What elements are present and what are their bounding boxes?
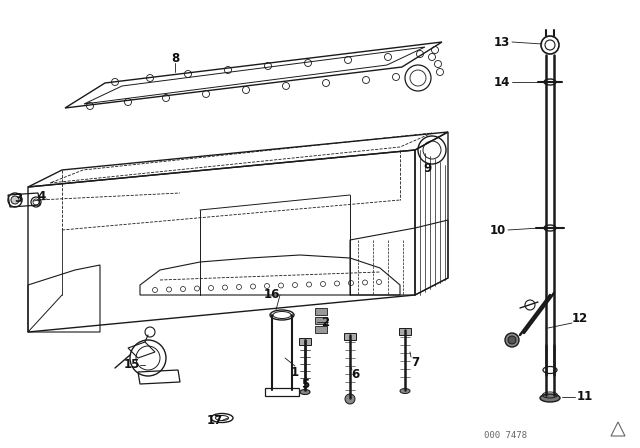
- Text: 11: 11: [577, 391, 593, 404]
- Circle shape: [11, 196, 19, 204]
- Text: 10: 10: [490, 224, 506, 237]
- Text: 17: 17: [207, 414, 223, 426]
- Circle shape: [508, 336, 516, 344]
- Ellipse shape: [540, 394, 560, 402]
- Text: 5: 5: [301, 379, 309, 392]
- Bar: [315, 326, 327, 333]
- Text: 4: 4: [38, 190, 46, 203]
- Text: 8: 8: [171, 52, 179, 65]
- Text: 14: 14: [494, 76, 510, 89]
- Text: 16: 16: [264, 289, 280, 302]
- Text: 15: 15: [124, 358, 140, 371]
- Text: 2: 2: [321, 315, 329, 328]
- Text: 000 7478: 000 7478: [483, 431, 527, 439]
- Text: 12: 12: [572, 311, 588, 324]
- Bar: [315, 317, 327, 324]
- Circle shape: [345, 394, 355, 404]
- Text: 9: 9: [424, 161, 432, 175]
- Bar: [315, 308, 327, 315]
- Text: 3: 3: [14, 191, 22, 204]
- Text: 1: 1: [291, 366, 299, 379]
- Text: 7: 7: [411, 356, 419, 369]
- Text: 6: 6: [351, 369, 359, 382]
- Polygon shape: [299, 338, 311, 345]
- Polygon shape: [399, 328, 411, 335]
- Text: 13: 13: [494, 35, 510, 48]
- Circle shape: [505, 333, 519, 347]
- Ellipse shape: [400, 388, 410, 393]
- Ellipse shape: [300, 389, 310, 395]
- Polygon shape: [344, 333, 356, 340]
